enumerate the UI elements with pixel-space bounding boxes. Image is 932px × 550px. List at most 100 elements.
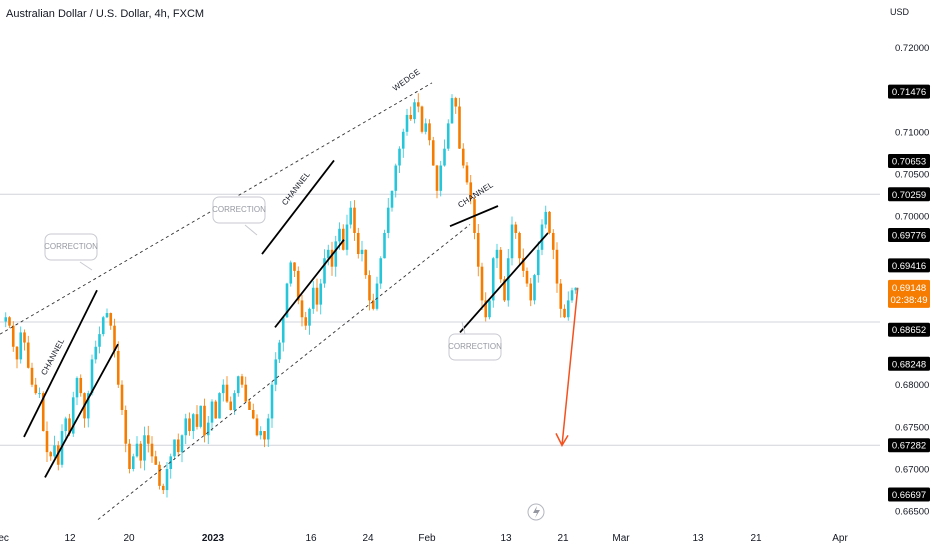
last-price-label: 0.69148 [892,283,926,294]
candle-body [454,98,458,107]
countdown-label: 02:38:49 [891,295,928,306]
candle-body [98,334,101,347]
channel-label: CHANNEL [280,170,312,208]
callout-pointer [461,321,466,335]
x-tick-label: Mar [612,533,630,544]
candle-body [195,414,199,427]
candle-body [259,431,263,436]
candle-body [566,300,570,318]
candle-body [476,232,480,267]
candle-body [281,317,285,343]
candle-body [574,287,578,291]
price-tag [888,227,930,242]
candle-body [540,224,544,250]
candle-body [536,249,540,276]
candle-body [338,228,341,242]
candle-body [169,456,173,469]
callout-pointer [79,261,93,271]
candle-body [229,401,233,410]
candle-body [128,443,131,469]
candle-body [544,211,548,225]
candle-body [551,232,555,250]
candle-body [386,207,390,233]
candle-body [79,377,83,394]
candle-body [300,300,304,318]
wedge-upper-line[interactable] [0,82,433,335]
price-tag-label: 0.68652 [892,325,926,336]
wedge-lower-line[interactable] [97,224,471,520]
channel-label: CHANNEL [39,337,66,377]
price-tag-label: 0.69776 [892,230,926,241]
candle-body [308,308,311,326]
channel-upper-line[interactable] [261,159,335,255]
candle-body [353,207,356,233]
y-tick-label: 0.71000 [895,127,929,138]
candle-body [4,317,8,322]
price-tag [888,322,930,337]
candle-body [349,207,353,225]
candle-body [206,422,210,436]
candle-body [420,106,424,132]
candle-body [390,190,394,208]
replay-icon[interactable] [527,503,545,521]
candle-body [23,332,26,343]
price-tag-label: 0.70259 [892,190,926,201]
candle-body [90,359,94,394]
candle-body [218,393,221,419]
candle-body [120,384,124,410]
candle-body [221,384,225,394]
forecast-arrow-head [555,433,569,447]
candle-body [368,275,371,301]
forecast-arrow-line[interactable] [561,287,579,446]
callout-pointer [244,224,258,236]
channel-lower-line[interactable] [274,239,345,328]
candle-body [518,232,521,259]
candle-body [45,431,49,453]
candle-body [555,249,559,284]
candle-body [30,367,34,385]
candle-body [210,401,214,423]
x-tick-label: 20 [123,533,135,544]
candle-body [180,435,184,453]
candle-body [158,464,161,486]
price-tag [888,356,930,371]
candle-body [64,418,68,432]
price-tag [888,438,930,453]
channel-upper-line[interactable] [23,289,98,438]
candle-body [563,308,566,318]
channel-upper-line[interactable] [449,205,499,228]
candle-body [289,262,293,284]
candle-body [285,283,289,318]
channel-lower-line[interactable] [44,343,119,478]
candle-body [521,258,525,271]
price-tag [888,84,930,99]
candle-body [34,384,38,394]
x-tick-label: 24 [362,533,374,544]
candle-body [248,401,251,410]
candle-body [165,468,169,491]
correction-callout [212,196,266,224]
candle-body [184,418,188,436]
candle-body [41,393,45,432]
candle-body [233,393,236,410]
candle-body [150,443,154,457]
candle-body [278,342,281,360]
candle-body [435,165,439,191]
price-tag-label: 0.68248 [892,359,926,370]
candle-body [75,377,79,398]
candle-body [143,435,146,461]
candle-body [94,346,98,360]
candle-body [525,270,529,284]
x-tick-label: 12 [64,533,76,544]
price-tag [888,487,930,502]
candle-body [503,279,506,301]
x-tick-label: 21 [557,533,569,544]
channel-lower-line[interactable] [459,232,549,334]
candle-body [263,431,266,440]
candle-body [465,165,469,183]
correction-label: CORRECTION [212,205,266,214]
x-tick-label: 16 [305,533,317,544]
candle-body [38,393,41,395]
candle-body [116,350,120,385]
